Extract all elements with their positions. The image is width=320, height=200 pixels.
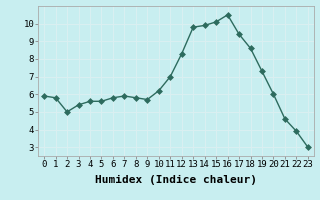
X-axis label: Humidex (Indice chaleur): Humidex (Indice chaleur) bbox=[95, 175, 257, 185]
